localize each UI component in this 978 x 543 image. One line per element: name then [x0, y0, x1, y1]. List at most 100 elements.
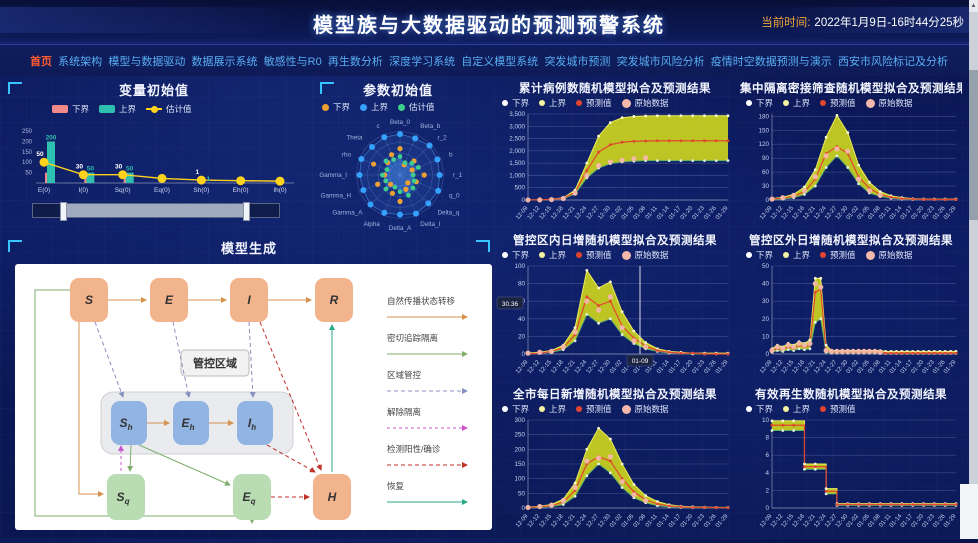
- legend-item-2[interactable]: 预测值: [820, 403, 856, 415]
- nav-item-5[interactable]: 再生数分析: [328, 53, 383, 69]
- legend-item-2[interactable]: 预测值: [820, 249, 856, 261]
- chart-canvas-4[interactable]: 05010015020025030012-0912-1212-1512-1812…: [496, 415, 734, 538]
- legend-label: 下界: [512, 97, 529, 109]
- chart-legend-4: 下界上界 预测值原始数据: [502, 403, 734, 415]
- main-nav: 首页系统架构模型与数据驱动数据展示系统敏感性与R0 再生数分析深度学习系统自定义模…: [0, 44, 978, 76]
- legend-label: 预测值: [586, 403, 612, 415]
- datazoom-handle-right[interactable]: [243, 202, 250, 221]
- legend-item-3[interactable]: 原始数据: [622, 97, 669, 109]
- legend-item-1[interactable]: 上界: [539, 403, 566, 415]
- nav-item-11[interactable]: 西安市风险标记及分析: [838, 53, 948, 69]
- nav-item-4[interactable]: 敏感性与R0: [264, 53, 322, 69]
- variable-legend: 下界上界估计值: [52, 103, 302, 115]
- chart-canvas-3[interactable]: 0102030405012-0912-1212-1512-1812-2112-2…: [740, 261, 962, 384]
- legend-item-0[interactable]: 下界: [746, 249, 773, 261]
- nav-item-9[interactable]: 突发城市风险分析: [617, 53, 705, 69]
- chart-legend-0: 下界上界预测值原始数据: [502, 97, 734, 109]
- nav-item-3[interactable]: 数据展示系统: [192, 53, 258, 69]
- parameter-radar-canvas[interactable]: Beta_0Beta_br_2br_1q_0Delta_qDelta_IDelt…: [304, 113, 492, 237]
- svg-text:01-29: 01-29: [715, 359, 730, 375]
- svg-text:30: 30: [76, 164, 84, 171]
- legend-swatch: [99, 105, 115, 113]
- chart-canvas-0[interactable]: 05001,0001,5002,0002,5003,0003,50012-091…: [496, 109, 734, 230]
- legend-item-2[interactable]: 预测值: [576, 249, 612, 261]
- legend-item-1[interactable]: 上界: [539, 97, 566, 109]
- svg-text:1,000: 1,000: [509, 172, 525, 179]
- nav-item-1[interactable]: 系统架构: [58, 53, 102, 69]
- svg-text:10: 10: [762, 333, 770, 340]
- legend-item-2[interactable]: 预测值: [820, 97, 856, 109]
- chart-canvas-1[interactable]: 030609012015018012-0912-1212-1512-1812-2…: [740, 109, 962, 230]
- legend-item-0[interactable]: 下界: [52, 103, 89, 115]
- nav-item-2[interactable]: 模型与数据驱动: [108, 53, 185, 69]
- legend-item-3[interactable]: 原始数据: [866, 249, 913, 261]
- legend-item-2[interactable]: 估计值: [146, 103, 192, 115]
- vertical-scrollbar[interactable]: ▲ ▼: [969, 0, 978, 539]
- legend-item-0[interactable]: 下界: [502, 249, 529, 261]
- legend-line: [146, 108, 162, 110]
- svg-text:c: c: [377, 123, 380, 130]
- svg-text:01-29: 01-29: [715, 205, 730, 221]
- legend-item-3[interactable]: 原始数据: [622, 403, 669, 415]
- datazoom-window[interactable]: [63, 204, 248, 217]
- svg-text:0: 0: [765, 197, 769, 204]
- legend-dot: [502, 406, 508, 412]
- svg-text:30: 30: [762, 183, 770, 190]
- legend-item-1[interactable]: 上界: [783, 97, 810, 109]
- svg-text:E(0): E(0): [38, 187, 50, 194]
- legend-item-1[interactable]: 上界: [783, 249, 810, 261]
- svg-text:90: 90: [762, 155, 770, 162]
- legend-item-2[interactable]: 预测值: [576, 97, 612, 109]
- bottom-right-corner: [960, 484, 978, 539]
- nav-item-8[interactable]: 突发城市预测: [544, 53, 610, 69]
- scrollbar-up-arrow[interactable]: ▲: [969, 0, 978, 12]
- nav-item-0[interactable]: 首页: [30, 53, 52, 69]
- legend-label: 上界: [793, 249, 810, 261]
- legend-item-0[interactable]: 下界: [502, 97, 529, 109]
- legend-label: 下界: [756, 97, 773, 109]
- legend-item-0[interactable]: 下界: [322, 101, 350, 113]
- legend-item-0[interactable]: 下界: [502, 403, 529, 415]
- legend-item-3[interactable]: 原始数据: [622, 249, 669, 261]
- svg-text:3,500: 3,500: [509, 111, 525, 118]
- scrollbar-thumb[interactable]: [969, 70, 978, 220]
- datazoom-handle-left[interactable]: [60, 202, 67, 221]
- chart-canvas-2[interactable]: 02040608010012-0912-1212-1512-1812-2112-…: [496, 261, 734, 384]
- svg-text:H: H: [328, 490, 337, 504]
- svg-text:100: 100: [22, 160, 33, 166]
- svg-text:30: 30: [762, 298, 770, 305]
- legend-item-2[interactable]: 估计值: [398, 101, 435, 113]
- legend-item-1[interactable]: 上界: [783, 403, 810, 415]
- svg-text:180: 180: [758, 113, 769, 120]
- legend-item-2[interactable]: 预测值: [576, 403, 612, 415]
- legend-dot: [866, 251, 875, 260]
- chart-panel-2: 管控区内日增随机模型拟合及预测结果下界上界预测值原始数据020406080100…: [496, 232, 734, 384]
- chart-legend-5: 下界上界预测值: [746, 403, 962, 415]
- svg-text:8: 8: [765, 435, 769, 442]
- legend-dot: [539, 406, 545, 412]
- nav-item-10[interactable]: 疫情时空数据预测与演示: [711, 53, 832, 69]
- legend-dot: [576, 252, 582, 258]
- svg-text:Delta_I: Delta_I: [420, 221, 440, 228]
- legend-item-1[interactable]: 上界: [539, 249, 566, 261]
- datazoom-slider[interactable]: [32, 203, 280, 218]
- legend-item-1[interactable]: 上界: [360, 101, 388, 113]
- svg-text:0: 0: [521, 505, 525, 512]
- legend-item-0[interactable]: 下界: [746, 403, 773, 415]
- axis-pointer-y-label: 30.36: [497, 297, 523, 309]
- chart-canvas-5[interactable]: 024681012-0912-1212-1512-1812-2112-2412-…: [740, 415, 962, 538]
- legend-item-3[interactable]: 原始数据: [866, 97, 913, 109]
- svg-text:2,500: 2,500: [509, 136, 525, 143]
- svg-text:2: 2: [765, 487, 769, 494]
- svg-text:Gamma_A: Gamma_A: [332, 209, 363, 216]
- nav-item-6[interactable]: 深度学习系统: [389, 53, 455, 69]
- svg-text:50: 50: [126, 166, 134, 173]
- legend-item-1[interactable]: 上界: [99, 103, 136, 115]
- nav-item-7[interactable]: 自定义模型系统: [461, 53, 538, 69]
- svg-text:10: 10: [762, 417, 770, 424]
- legend-item-0[interactable]: 下界: [746, 97, 773, 109]
